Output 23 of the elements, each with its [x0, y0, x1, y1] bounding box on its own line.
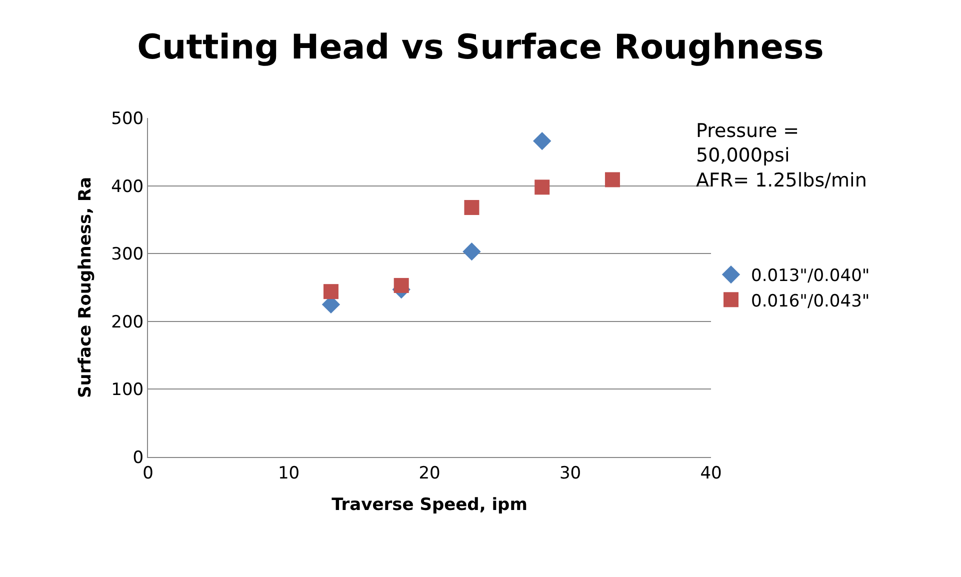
x-tick-label: 40	[700, 463, 722, 484]
point	[394, 278, 409, 293]
y-tick-label: 300	[111, 244, 144, 265]
y-tick-label: 400	[111, 176, 144, 197]
point	[533, 132, 552, 150]
legend-label: 0.013"/0.040"	[751, 266, 870, 286]
x-tick-label: 20	[418, 463, 440, 484]
point	[604, 172, 620, 188]
point	[534, 180, 550, 195]
y-tick-label: 500	[111, 108, 144, 129]
point	[462, 242, 481, 261]
y-tick-label: 0	[132, 448, 144, 468]
point	[323, 284, 338, 300]
legend-label: 0.016"/0.043"	[751, 291, 870, 312]
y-tick-label: 100	[111, 380, 144, 400]
annotation: Pressure = 50,000psi AFR= 1.25lbs/min	[696, 120, 867, 192]
x-axis-title: Traverse Speed, ipm	[332, 494, 528, 515]
chart-title: Cutting Head vs Surface Roughness	[137, 27, 824, 68]
x-tick-label: 10	[278, 463, 300, 484]
y-axis-title: Surface Roughness, Ra	[76, 176, 96, 398]
point	[464, 200, 480, 215]
x-tick-label: 30	[559, 463, 582, 484]
y-tick-label: 200	[111, 312, 144, 332]
